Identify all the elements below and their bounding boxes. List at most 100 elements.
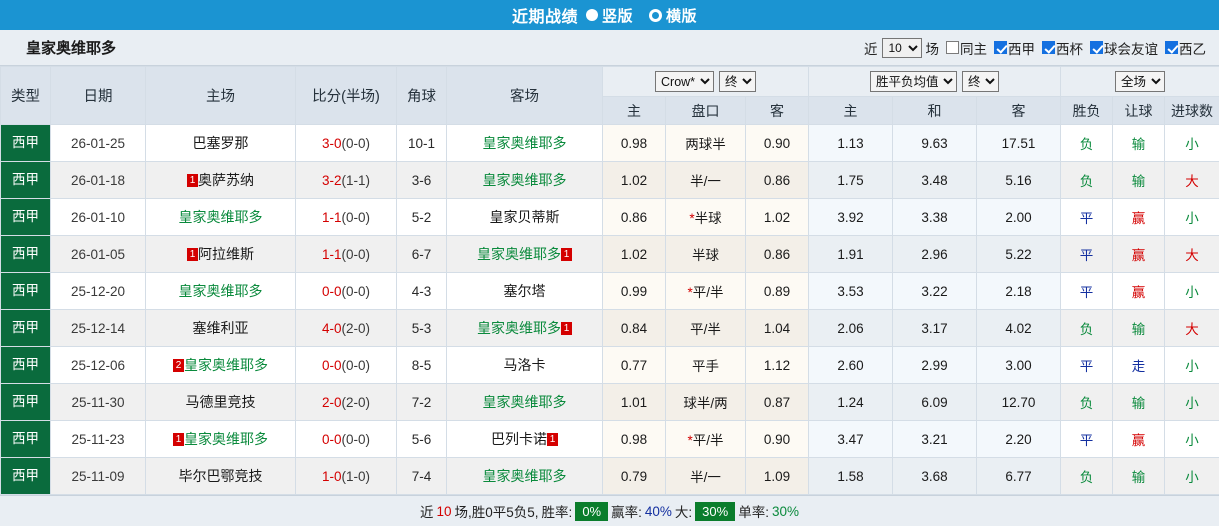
table-row[interactable]: 西甲 25-12-06 2 皇家奥维耶多 0-0(0-0) 8-5 马洛卡 0.77 平手 1.1… [0, 346, 1219, 384]
home-team-cell[interactable]: 1 阿拉维斯 [145, 235, 296, 273]
home-team-cell[interactable]: 塞维利亚 [145, 309, 296, 347]
team-label[interactable]: 马洛卡 [503, 357, 546, 373]
asian-handicap-result-label: 输 [1131, 322, 1146, 337]
team-label[interactable]: 1 皇家奥维耶多 [173, 431, 268, 447]
result-cell: 平 [1060, 198, 1114, 236]
team-label[interactable]: 皇家奥维耶多 [482, 172, 567, 188]
away-team-cell[interactable]: 皇家奥维耶多 [446, 161, 603, 199]
team-label[interactable]: 塞维利亚 [192, 320, 249, 336]
rank-badge: 1 [561, 248, 572, 261]
odds-stage-select[interactable]: 终 [719, 71, 756, 92]
team-label[interactable]: 巴列卡诺 1 [491, 431, 558, 447]
away-team-cell[interactable]: 皇家奥维耶多 1 [446, 309, 603, 347]
home-team-cell[interactable]: 皇家奥维耶多 [145, 198, 296, 236]
table-row[interactable]: 西甲 26-01-10 皇家奥维耶多 1-1(0-0) 5-2 皇家贝蒂斯 0.86 *半球 1… [0, 198, 1219, 236]
view-mode-vertical[interactable]: 竖版 [585, 5, 643, 26]
team-label[interactable]: 1 奥萨苏纳 [187, 172, 254, 188]
score-cell: 0-0(0-0) [295, 346, 397, 384]
league-badge: 西甲 [1, 162, 50, 198]
home-team-cell[interactable]: 1 皇家奥维耶多 [145, 420, 296, 458]
odds-selector-group: Crow* 终 [602, 66, 809, 97]
home-team-cell[interactable]: 马德里竞技 [145, 383, 296, 421]
away-team-cell[interactable]: 皇家贝蒂斯 [446, 198, 603, 236]
result-label: 平 [1079, 433, 1094, 448]
away-team-cell[interactable]: 皇家奥维耶多 1 [446, 235, 603, 273]
handicap-cell: 半/一 [665, 161, 746, 199]
wdl-away-cell: 3.00 [975, 346, 1062, 384]
home-team-cell[interactable]: 毕尔巴鄂竞技 [145, 457, 296, 495]
away-team-cell[interactable]: 皇家奥维耶多 [446, 383, 603, 421]
rank-badge: 1 [187, 248, 198, 261]
league-filter-friendly[interactable]: 球会友谊 [1087, 38, 1158, 58]
bookmaker-select[interactable]: Crow* [655, 71, 714, 92]
away-team-cell[interactable]: 塞尔塔 [446, 272, 603, 310]
away-team-cell[interactable]: 皇家奥维耶多 [446, 124, 603, 162]
col-away: 客场 [446, 66, 603, 125]
recent-count-select[interactable]: 10203050 [881, 37, 922, 58]
home-team-cell[interactable]: 巴塞罗那 [145, 124, 296, 162]
match-date: 25-11-09 [50, 457, 146, 495]
table-row[interactable]: 西甲 26-01-25 巴塞罗那 3-0(0-0) 10-1 皇家奥维耶多 0.98 两球半 0… [0, 124, 1219, 162]
table-head: 类型 日期 主场 比分(半场) 角球 客场 Crow* 终 胜平负均值 终 全场 [0, 66, 1219, 125]
same-home-checkbox[interactable] [946, 41, 959, 54]
result-label: 负 [1079, 322, 1094, 337]
segunda-label: 西乙 [1179, 41, 1206, 57]
copa-checkbox[interactable] [1042, 41, 1055, 54]
laliga-checkbox[interactable] [994, 41, 1007, 54]
team-label[interactable]: 皇家奥维耶多 [482, 394, 567, 410]
segunda-checkbox[interactable] [1165, 41, 1178, 54]
league-filter-segunda[interactable]: 西乙 [1162, 38, 1206, 58]
asian-handicap-result-cell: 输 [1112, 309, 1166, 347]
odds-away-cell: 0.86 [745, 235, 809, 273]
home-team-cell[interactable]: 皇家奥维耶多 [145, 272, 296, 310]
asian-handicap-result-cell: 走 [1112, 346, 1166, 384]
home-team-cell[interactable]: 1 奥萨苏纳 [145, 161, 296, 199]
table-row[interactable]: 西甲 25-12-20 皇家奥维耶多 0-0(0-0) 4-3 塞尔塔 0.99 *平/半 0.… [0, 272, 1219, 310]
view-mode-horizontal[interactable]: 横版 [649, 5, 707, 26]
match-period-select[interactable]: 全场 [1115, 71, 1166, 92]
same-home-filter[interactable]: 同主 [943, 38, 987, 58]
wdl-draw-cell: 3.48 [892, 161, 977, 199]
team-label[interactable]: 皇家奥维耶多 1 [477, 246, 572, 262]
corner-cell: 3-6 [396, 161, 447, 199]
team-label[interactable]: 巴塞罗那 [192, 135, 249, 151]
col-corner: 角球 [396, 66, 447, 125]
team-label[interactable]: 皇家奥维耶多 1 [477, 320, 572, 336]
table-row[interactable]: 西甲 26-01-18 1 奥萨苏纳 3-2(1-1) 3-6 皇家奥维耶多 1.02 半/一 0… [0, 161, 1219, 199]
match-date: 26-01-10 [50, 198, 146, 236]
home-team-cell[interactable]: 2 皇家奥维耶多 [145, 346, 296, 384]
corner-cell: 5-2 [396, 198, 447, 236]
away-team-cell[interactable]: 皇家奥维耶多 [446, 457, 603, 495]
wdl-away-cell: 4.02 [975, 309, 1062, 347]
league-badge-cell: 西甲 [0, 272, 51, 310]
team-label[interactable]: 塞尔塔 [503, 283, 546, 299]
filter-bar: 皇家奥维耶多 近 10203050 场 同主 西甲 西杯 球会友谊 西乙 [0, 30, 1219, 66]
score-cell: 1-1(0-0) [295, 198, 397, 236]
table-row[interactable]: 西甲 25-11-30 马德里竞技 2-0(2-0) 7-2 皇家奥维耶多 1.01 球半/两… [0, 383, 1219, 421]
team-label[interactable]: 皇家奥维耶多 [482, 468, 567, 484]
result-label: 平 [1079, 211, 1094, 226]
league-filter-copa[interactable]: 西杯 [1039, 38, 1083, 58]
away-team-cell[interactable]: 巴列卡诺 1 [446, 420, 603, 458]
table-row[interactable]: 西甲 25-12-14 塞维利亚 4-0(2-0) 5-3 皇家奥维耶多 1 0.84 平/半 1… [0, 309, 1219, 347]
team-label[interactable]: 1 阿拉维斯 [187, 246, 254, 262]
average-type-select[interactable]: 胜平负均值 [870, 71, 957, 92]
asian-handicap-result-cell: 输 [1112, 161, 1166, 199]
team-label[interactable]: 皇家奥维耶多 [178, 283, 263, 299]
team-label[interactable]: 毕尔巴鄂竞技 [178, 468, 263, 484]
table-row[interactable]: 西甲 25-11-23 1 皇家奥维耶多 0-0(0-0) 5-6 巴列卡诺 1 0.98 *平/… [0, 420, 1219, 458]
table-row[interactable]: 西甲 25-11-09 毕尔巴鄂竞技 1-0(1-0) 7-4 皇家奥维耶多 0.79 半/一… [0, 457, 1219, 495]
rank-badge: 1 [173, 433, 184, 446]
table-row[interactable]: 西甲 26-01-05 1 阿拉维斯 1-1(0-0) 6-7 皇家奥维耶多 1 1.02 半球 0… [0, 235, 1219, 273]
team-label[interactable]: 皇家贝蒂斯 [489, 209, 560, 225]
team-label[interactable]: 皇家奥维耶多 [178, 209, 263, 225]
team-label[interactable]: 马德里竞技 [185, 394, 256, 410]
team-label[interactable]: 皇家奥维耶多 [482, 135, 567, 151]
friendly-checkbox[interactable] [1090, 41, 1103, 54]
wdl-stage-select[interactable]: 终 [962, 71, 999, 92]
team-label[interactable]: 2 皇家奥维耶多 [173, 357, 268, 373]
asian-handicap-result-label: 输 [1131, 137, 1146, 152]
league-filter-laliga[interactable]: 西甲 [991, 38, 1035, 58]
away-team-cell[interactable]: 马洛卡 [446, 346, 603, 384]
odds-home-cell: 0.99 [602, 272, 666, 310]
